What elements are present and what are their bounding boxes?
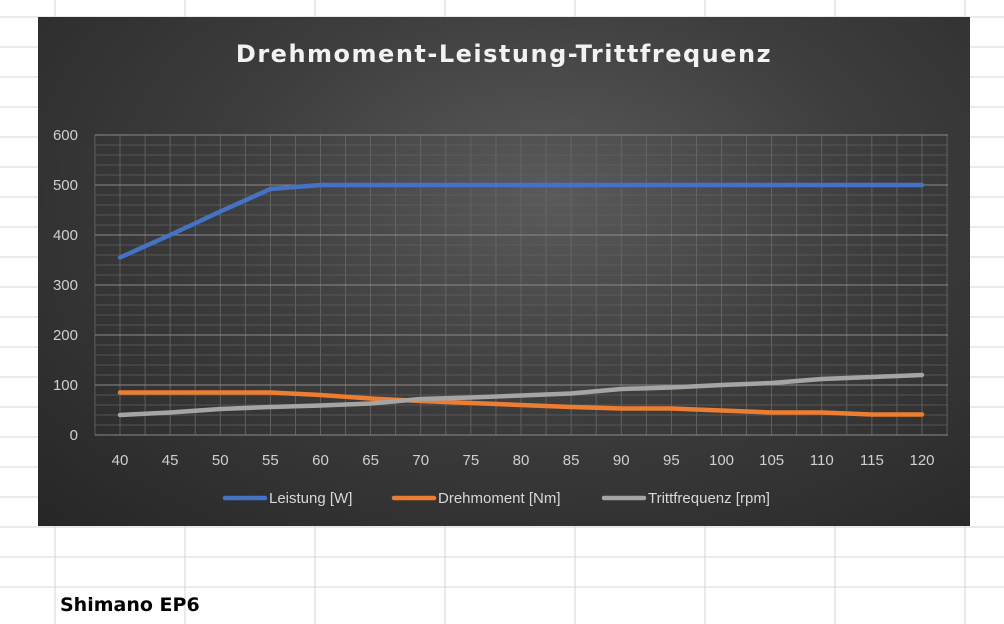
x-tick-label: 80 bbox=[513, 452, 530, 469]
y-tick-label: 0 bbox=[70, 427, 78, 444]
x-tick-label: 85 bbox=[563, 452, 580, 469]
line-chart: Drehmoment-Leistung-Trittfrequenz 0 100 20… bbox=[53, 40, 948, 507]
x-tick-label: 90 bbox=[613, 452, 630, 469]
series-line bbox=[117, 390, 925, 417]
y-tick-label: 100 bbox=[53, 377, 78, 394]
x-tick-label: 60 bbox=[312, 452, 329, 469]
x-tick-label: 40 bbox=[112, 452, 129, 469]
legend: Leistung [W] Drehmoment [Nm] Trittfrequenz… bbox=[222, 490, 770, 507]
x-tick-label: 100 bbox=[709, 452, 734, 469]
y-axis: 0 100 200 300 400 500 600 bbox=[53, 127, 78, 444]
chart-panel[interactable]: Drehmoment-Leistung-Trittfrequenz 0 100 20… bbox=[38, 17, 970, 526]
x-tick-label: 75 bbox=[463, 452, 480, 469]
x-tick-label: 50 bbox=[212, 452, 229, 469]
legend-label: Trittfrequenz [rpm] bbox=[648, 490, 770, 507]
x-tick-label: 105 bbox=[759, 452, 784, 469]
y-tick-label: 300 bbox=[53, 277, 78, 294]
x-tick-label: 120 bbox=[909, 452, 934, 469]
series-line bbox=[117, 372, 925, 418]
cell-label[interactable]: Shimano EP6 bbox=[60, 594, 200, 616]
chart-title: Drehmoment-Leistung-Trittfrequenz bbox=[236, 40, 772, 68]
legend-label: Drehmoment [Nm] bbox=[438, 490, 561, 507]
x-tick-label: 115 bbox=[860, 452, 884, 469]
series-lines bbox=[117, 182, 925, 418]
y-tick-label: 400 bbox=[53, 227, 78, 244]
major-gridlines bbox=[95, 134, 948, 436]
series-line bbox=[117, 182, 925, 260]
x-tick-label: 55 bbox=[262, 452, 279, 469]
x-tick-label: 110 bbox=[810, 452, 834, 469]
x-tick-label: 45 bbox=[162, 452, 179, 469]
x-tick-label: 95 bbox=[663, 452, 680, 469]
legend-label: Leistung [W] bbox=[269, 490, 352, 507]
y-tick-label: 600 bbox=[53, 127, 78, 144]
x-tick-label: 70 bbox=[412, 452, 429, 469]
y-tick-label: 200 bbox=[53, 327, 78, 344]
x-tick-label: 65 bbox=[362, 452, 379, 469]
y-tick-label: 500 bbox=[53, 177, 78, 194]
x-axis: 40 45 50 55 60 65 70 75 80 85 90 95 100 105 110 115 120 bbox=[112, 452, 935, 469]
